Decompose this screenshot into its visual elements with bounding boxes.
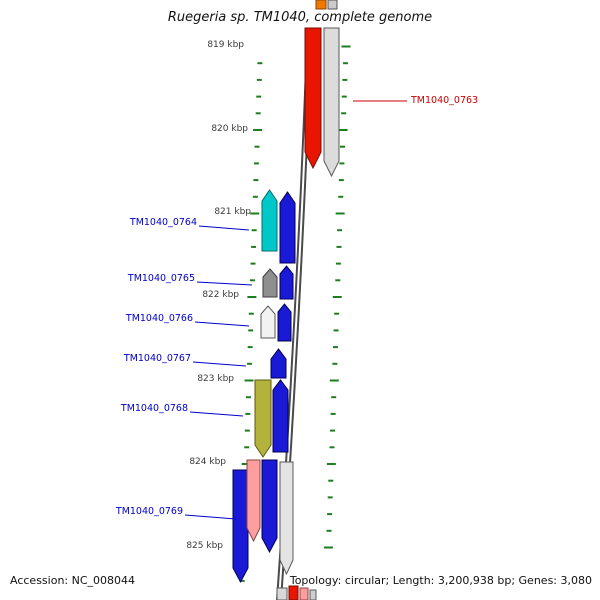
gene-label-TM1040_0766[interactable]: TM1040_0766 xyxy=(125,313,193,324)
gene-label-line-TM1040_0767 xyxy=(192,361,247,367)
gene-label-TM1040_0769[interactable]: TM1040_0769 xyxy=(115,506,183,517)
gene-label-TM1040_0763[interactable]: TM1040_0763 xyxy=(411,95,479,106)
gene-arrow-partial-gray-top[interactable] xyxy=(327,0,338,10)
gene-label-line-TM1040_0764 xyxy=(198,225,250,231)
status-accession: Accession: NC_008044 xyxy=(10,574,136,587)
gene-label-line-TM1040_0765 xyxy=(196,281,253,286)
gene-arrow-gene-blue-C[interactable] xyxy=(277,303,292,342)
gene-label-line-TM1040_0766 xyxy=(194,321,250,327)
gene-arrow-partial-pink-bottom[interactable] xyxy=(299,587,309,600)
gene-label-TM1040_0764[interactable]: TM1040_0764 xyxy=(129,217,197,228)
scale-label-821-kbp: 821 kbp xyxy=(214,207,251,217)
gene-arrow-TM1040_0764[interactable] xyxy=(261,189,278,252)
figure-title: Ruegeria sp. TM1040, complete genome xyxy=(167,10,433,25)
gene-arrow-TM1040_0763[interactable] xyxy=(304,27,322,170)
gene-arrow-TM1040_0768[interactable] xyxy=(254,379,272,458)
scale-label-825-kbp: 825 kbp xyxy=(186,541,223,551)
status-topology: Topology: circular; Length: 3,200,938 bp… xyxy=(289,574,592,587)
scale-label-822-kbp: 822 kbp xyxy=(202,290,239,300)
gene-label-TM1040_0765[interactable]: TM1040_0765 xyxy=(127,273,195,284)
scale-label-820-kbp: 820 kbp xyxy=(211,124,248,134)
status-bar: Accession: NC_008044 Topology: circular;… xyxy=(0,574,600,590)
gene-arrow-gene-blue-D[interactable] xyxy=(272,379,289,453)
gene-arrow-gene-blue-B[interactable] xyxy=(279,265,294,300)
gene-arrow-partial-gray-bottom-1[interactable] xyxy=(276,587,288,600)
gene-arrow-gene-pink-A[interactable] xyxy=(246,459,261,543)
gene-arrow-partial-orange-top[interactable] xyxy=(315,0,327,10)
gene-label-line-TM1040_0768 xyxy=(189,411,244,417)
gene-arrow-TM1040_0767[interactable] xyxy=(270,348,287,379)
gene-arrow-gene-blue-A[interactable] xyxy=(279,191,296,264)
gene-arrow-partial-gray-bottom-2[interactable] xyxy=(309,589,317,600)
scale-label-819-kbp: 819 kbp xyxy=(207,40,244,50)
gene-arrow-TM1040_0765[interactable] xyxy=(262,268,278,298)
scale-label-824-kbp: 824 kbp xyxy=(189,457,226,467)
gene-arrow-gene-gray-B[interactable] xyxy=(279,461,294,576)
gene-arrow-gene-blue-E[interactable] xyxy=(261,459,278,554)
gene-label-TM1040_0767[interactable]: TM1040_0767 xyxy=(123,353,191,364)
gene-arrow-TM1040_0766[interactable] xyxy=(260,305,276,339)
gene-label-TM1040_0768[interactable]: TM1040_0768 xyxy=(120,403,188,414)
gene-arrow-TM1040_0769[interactable] xyxy=(232,469,249,584)
gene-arrow-gene-gray-A[interactable] xyxy=(323,27,340,178)
gene-label-line-TM1040_0769 xyxy=(184,514,237,520)
gene-arrow-partial-red-bottom[interactable] xyxy=(288,585,299,600)
scale-label-823-kbp: 823 kbp xyxy=(197,374,234,384)
